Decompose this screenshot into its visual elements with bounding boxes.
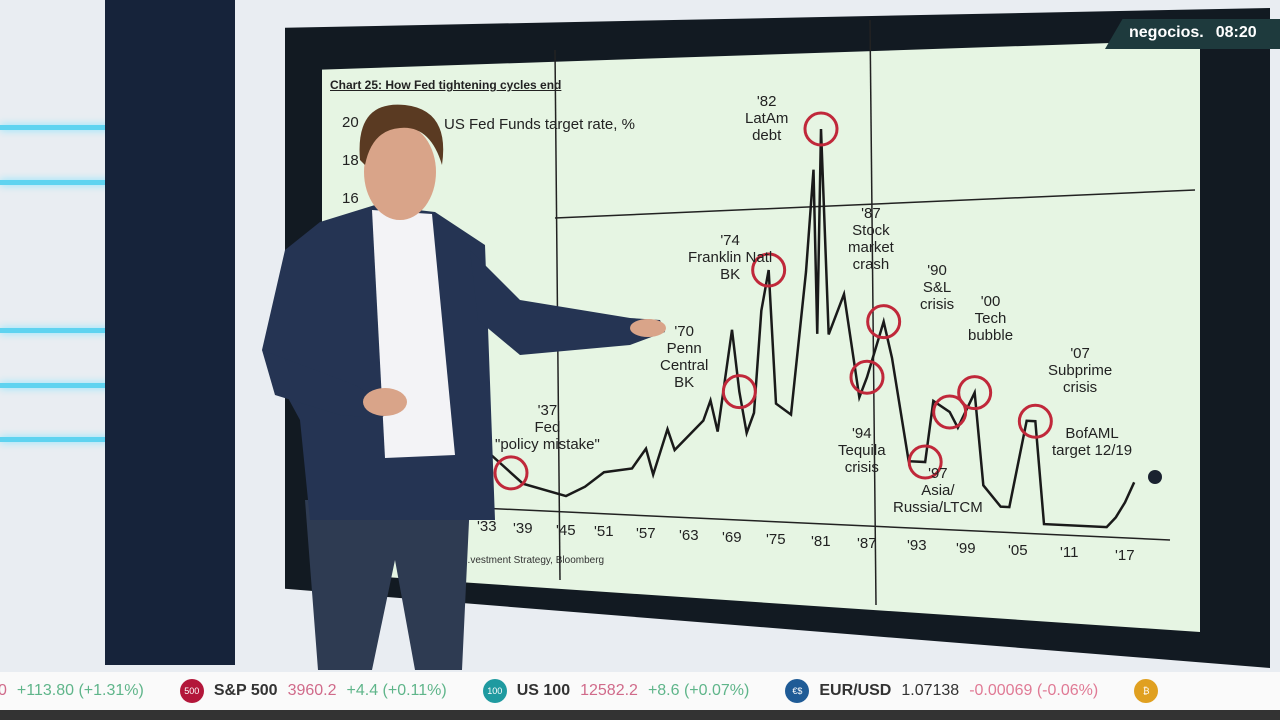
crisis-annotation: '87 Stock market crash <box>848 205 894 273</box>
ticker-item: 500 S&P 500 3960.2 +4.4 (+0.11%) <box>179 679 447 703</box>
channel-name: negocios. <box>1129 24 1204 41</box>
x-tick: '51 <box>594 523 614 541</box>
instrument-change: +8.6 (+0.07%) <box>647 682 750 699</box>
market-badge-icon: €$ <box>785 679 810 703</box>
light-stripe <box>0 180 155 185</box>
light-stripe <box>0 383 135 388</box>
x-tick: '81 <box>811 533 831 551</box>
x-axis <box>479 507 1171 541</box>
crisis-annotation: BofAML target 12/19 <box>1052 425 1133 459</box>
studio-pillar <box>105 0 235 665</box>
x-tick: '33 <box>477 518 497 535</box>
x-tick: '57 <box>636 525 656 543</box>
fed-funds-line <box>486 128 1136 529</box>
crisis-circle-marker <box>866 304 902 340</box>
x-tick: '63 <box>679 527 699 545</box>
x-tick: '69 <box>722 529 742 547</box>
presenter-hair <box>359 104 444 165</box>
clock: 08:20 <box>1215 24 1257 41</box>
x-tick: '75 <box>766 531 786 548</box>
crisis-circle-marker <box>751 252 787 288</box>
market-ticker: 0 +113.80 (+1.31%) 500 S&P 500 3960.2 +4.4 (+… <box>0 672 1280 710</box>
instrument-name: US 100 <box>516 682 571 699</box>
presenter-left-arm <box>262 350 395 418</box>
crisis-annotation: '00 Tech bubble <box>968 293 1014 344</box>
x-tick: '05 <box>1008 541 1028 559</box>
crisis-annotation: '90 S&L crisis <box>920 262 955 313</box>
market-badge-icon: 500 <box>179 679 204 703</box>
instrument-price: 0 <box>0 682 7 699</box>
instrument-change: -0.00069 (-0.06%) <box>969 682 1099 699</box>
target-point <box>1148 470 1162 484</box>
x-tick: '45 <box>556 521 576 539</box>
presenter-pointing-hand <box>630 319 666 337</box>
crisis-circle-marker <box>493 455 529 491</box>
light-stripe <box>0 125 160 130</box>
chart-title: Chart 25: How Fed tightening cycles end <box>330 78 562 92</box>
crisis-circle-marker <box>849 359 885 395</box>
chart-source: ...vestment Strategy, Bloomberg <box>462 555 605 566</box>
ticker-item: ₿ <box>1134 679 1159 703</box>
light-stripe <box>0 437 130 442</box>
crisis-annotation: '37 Fed "policy mistake" <box>495 402 600 453</box>
x-tick: '99 <box>956 539 976 557</box>
presenter-hand <box>363 388 407 416</box>
y-tick: 16 <box>342 190 359 207</box>
instrument-change: +113.80 (+1.31%) <box>16 682 144 699</box>
light-stripe <box>0 328 140 333</box>
grid-line <box>554 189 1196 219</box>
x-tick: '39 <box>513 519 533 537</box>
x-tick: '93 <box>907 537 927 555</box>
ticker-item: 100 US 100 12582.2 +8.6 (+0.07%) <box>482 679 750 703</box>
market-badge-icon: 100 <box>482 679 507 703</box>
ticker-item: 0 +113.80 (+1.31%) <box>0 682 144 700</box>
x-tick: '11 <box>1060 544 1079 562</box>
crisis-annotation: '82 LatAm debt <box>745 93 789 144</box>
instrument-price: 1.07138 <box>901 682 960 699</box>
instrument-price: 3960.2 <box>287 682 337 699</box>
crisis-annotation: '97 Asia/ Russia/LTCM <box>893 465 983 516</box>
y-tick: 20 <box>342 114 359 131</box>
crisis-circle-marker <box>957 375 993 411</box>
crisis-circle-marker <box>803 111 839 147</box>
channel-logo: negocios. 08:20 <box>1105 19 1280 49</box>
series-label: US Fed Funds target rate, % <box>444 116 635 133</box>
presenter-pointing-arm <box>470 250 665 355</box>
x-tick: '87 <box>857 535 877 553</box>
x-tick: '17 <box>1115 546 1135 564</box>
crisis-annotation: '70 Penn Central BK <box>660 323 709 391</box>
crisis-circle-marker <box>932 394 968 430</box>
ticker-item: €$ EUR/USD 1.07138 -0.00069 (-0.06%) <box>785 679 1098 703</box>
grid-line <box>869 19 877 606</box>
crisis-circle-marker <box>907 444 943 480</box>
bottom-strip <box>0 710 1280 720</box>
presenter-jeans <box>305 500 470 670</box>
crisis-annotation: '74 Franklin Natl BK <box>688 232 773 283</box>
instrument-name: EUR/USD <box>819 682 892 699</box>
y-tick: 18 <box>342 152 359 169</box>
instrument-change: +4.4 (+0.11%) <box>346 682 447 699</box>
crisis-circle-marker <box>1017 403 1053 439</box>
crisis-circle-marker <box>721 374 757 410</box>
instrument-price: 12582.2 <box>580 682 638 699</box>
presenter-face <box>364 124 436 220</box>
market-badge-icon: ₿ <box>1134 679 1159 703</box>
crisis-annotation: '07 Subprime crisis <box>1048 345 1113 396</box>
instrument-name: S&P 500 <box>213 682 278 699</box>
crisis-annotation: '94 Tequila crisis <box>838 425 886 476</box>
